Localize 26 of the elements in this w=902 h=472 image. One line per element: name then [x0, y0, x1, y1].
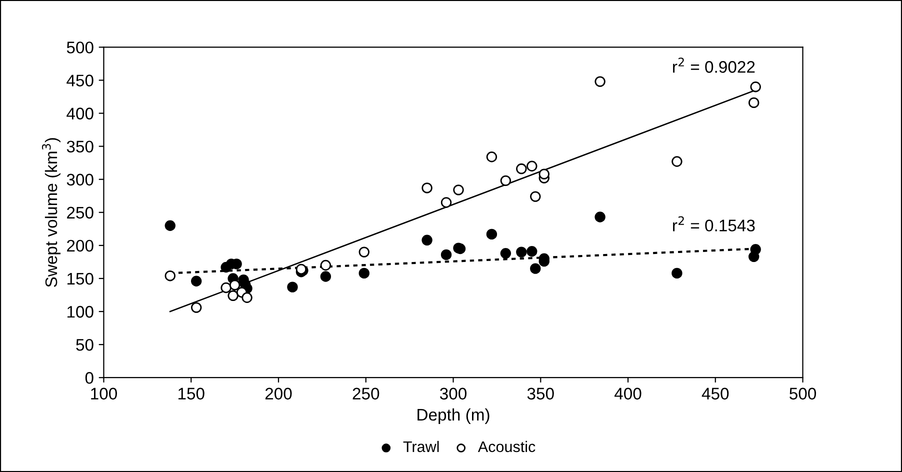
x-tick-label: 500: [790, 388, 816, 400]
x-tick-label: 450: [702, 388, 729, 400]
y-tick-label: 350: [66, 140, 94, 153]
y-tick-label: 150: [67, 272, 94, 285]
x-tick-label: 250: [352, 388, 380, 400]
y-tick-label: 450: [66, 74, 94, 86]
legend-label: Acoustic: [478, 440, 536, 452]
y-tick-label: 0: [85, 372, 94, 384]
y-tick-label: 400: [66, 108, 94, 120]
y-tick-label: 250: [67, 206, 94, 219]
legend-label: Trawl: [403, 440, 439, 452]
y-tick-label: 300: [66, 174, 94, 186]
x-tick-label: 350: [527, 388, 554, 400]
x-tick-label: 200: [265, 388, 292, 400]
x-tick-label: 400: [614, 388, 642, 400]
y-tick-label: 500: [66, 42, 94, 54]
x-axis-title: Depth (m): [418, 408, 490, 424]
annotation: r$^{2}$ = 0.9022: [673, 58, 755, 73]
y-axis-title: Swept volume (km$^{3}$): [42, 138, 60, 287]
y-tick-label: 200: [67, 240, 94, 252]
y-tick-label: 100: [67, 306, 94, 318]
y-tick-label: 50: [76, 338, 94, 351]
annotation: r$^{2}$ = 0.1543: [673, 216, 755, 232]
x-tick-label: 100: [91, 388, 117, 400]
x-tick-label: 300: [440, 388, 467, 400]
x-tick-label: 150: [178, 388, 204, 400]
